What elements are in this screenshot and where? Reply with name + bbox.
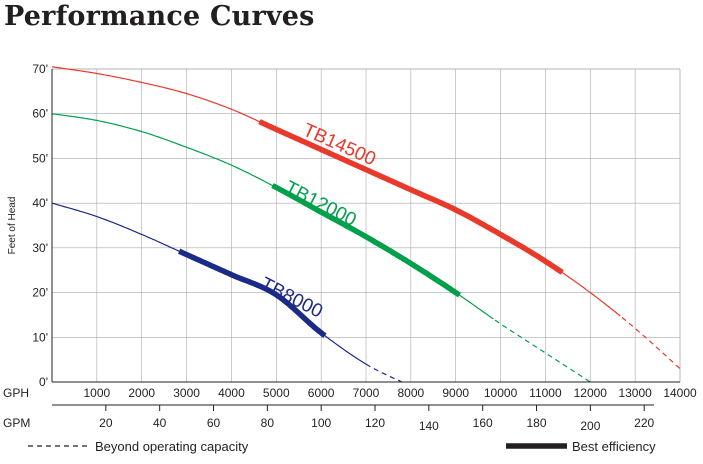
gpm-axis-label: GPM xyxy=(3,416,30,430)
tb8000-best-efficiency xyxy=(178,248,327,338)
gpm-tick-label: 80 xyxy=(261,416,275,430)
legend-best-efficiency: Best efficiency xyxy=(572,439,656,454)
gpm-tick-label: 140 xyxy=(419,419,439,433)
page-title: Performance Curves xyxy=(4,1,315,32)
gpm-tick-label: 180 xyxy=(527,416,547,430)
gpm-tick-label: 20 xyxy=(99,416,113,430)
tb8000-beyond-capacity xyxy=(365,363,403,383)
gpm-tick-label: 160 xyxy=(473,416,493,430)
gpm-tick-label: 60 xyxy=(207,416,221,430)
gpm-tick-label: 220 xyxy=(634,416,654,430)
gpm-tick-label: 100 xyxy=(311,416,331,430)
gph-tick-label: 12000 xyxy=(574,386,608,400)
gph-tick-label: 6000 xyxy=(308,386,335,400)
gpm-tick-label: 40 xyxy=(153,416,167,430)
tb14500-best-efficiency xyxy=(258,119,564,275)
y-axis-label: Feet of Head xyxy=(7,197,18,255)
y-tick-label: 0' xyxy=(39,375,48,389)
y-tick-label: 70' xyxy=(32,62,48,76)
grid xyxy=(52,68,681,382)
legend-beyond-capacity: Beyond operating capacity xyxy=(95,439,249,454)
gph-tick-label: 13000 xyxy=(618,386,652,400)
tb12000-label: TB12000 xyxy=(281,177,359,231)
y-tick-label: 60' xyxy=(32,107,48,121)
tb14500-curve xyxy=(51,66,621,317)
gph-tick-label: 14000 xyxy=(663,386,697,400)
gph-tick-label: 1000 xyxy=(84,386,111,400)
gph-tick-label: 9000 xyxy=(442,386,469,400)
gph-axis-label: GPH xyxy=(3,386,29,400)
gph-tick-label: 11000 xyxy=(529,386,562,400)
y-tick-label: 20' xyxy=(32,286,48,300)
tb8000-label: TB8000 xyxy=(257,274,326,323)
y-tick-label: 30' xyxy=(32,241,48,255)
tb12000-beyond-capacity xyxy=(494,319,591,383)
gph-tick-label: 2000 xyxy=(128,386,155,400)
axes: 0' 10' 20' 30' 40' 50' 60' 70' Feet of Head GPH 10… xyxy=(3,62,697,433)
gph-tick-label: 7000 xyxy=(353,386,380,400)
tb12000-best-efficiency xyxy=(271,183,462,298)
gph-tick-label: 3000 xyxy=(173,386,200,400)
gph-tick-label: 8000 xyxy=(398,386,425,400)
y-tick-label: 50' xyxy=(32,151,48,165)
legend: Beyond operating capacity Best efficiency xyxy=(28,439,656,454)
gph-tick-label: 4000 xyxy=(218,386,245,400)
gpm-tick-label: 200 xyxy=(580,419,600,433)
tb14500-beyond-capacity xyxy=(621,316,681,370)
gpm-tick-label: 120 xyxy=(365,416,385,430)
y-tick-label: 10' xyxy=(32,330,48,344)
gph-tick-label: 10000 xyxy=(484,386,518,400)
gph-tick-label: 5000 xyxy=(263,386,290,400)
tb8000-curve xyxy=(51,202,367,365)
curves xyxy=(51,66,681,383)
y-tick-label: 40' xyxy=(32,196,48,210)
